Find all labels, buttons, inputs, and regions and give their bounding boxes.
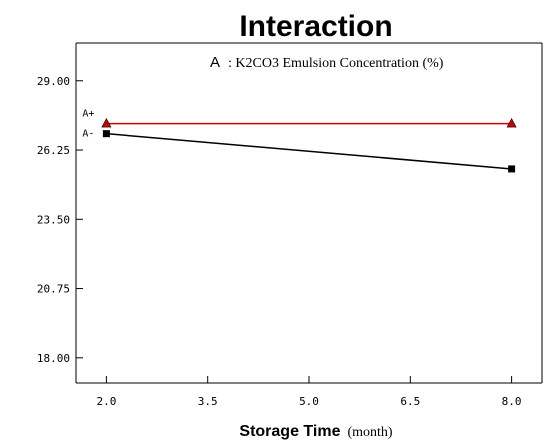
- x-axis-title: Storage Time: [239, 423, 340, 440]
- x-tick-label: 3.5: [198, 395, 218, 408]
- x-axis-ticks: 2.0 3.5 5.0 6.5 8.0: [96, 376, 522, 408]
- y-tick-label: 20.75: [37, 283, 70, 296]
- x-tick-label: 5.0: [299, 395, 319, 408]
- x-axis-unit: (month): [347, 425, 392, 440]
- data-point-A+: [506, 117, 517, 128]
- series-label-A+: A+: [82, 109, 94, 120]
- x-tick-label: 2.0: [96, 395, 116, 408]
- y-tick-label: 29.00: [37, 75, 70, 88]
- y-axis-ticks: 18.00 20.75 23.50 26.25 29.00: [37, 75, 83, 365]
- series-layer: A+ A-: [82, 109, 517, 173]
- legend-factor-text: : K2CO3 Emulsion Concentration (%): [228, 56, 444, 71]
- data-point-A-: [508, 165, 516, 173]
- x-axis-label: Storage Time (month): [239, 423, 393, 440]
- plot-area: [75, 42, 543, 384]
- x-tick-label: 6.5: [400, 395, 420, 408]
- series-line-A-: [106, 132, 512, 170]
- data-point-A-: [102, 130, 110, 138]
- svg-text:A : K2CO3 Emulsion Conce: A : K2CO3 Emulsion Concentration (%): [210, 54, 444, 71]
- legend-factor-letter: A: [210, 54, 220, 71]
- x-tick-label: 8.0: [502, 395, 522, 408]
- chart-title: Interaction: [239, 10, 392, 43]
- y-tick-label: 18.00: [37, 352, 70, 365]
- y-tick-label: 26.25: [37, 144, 70, 157]
- legend: A : K2CO3 Emulsion Concentration (%): [210, 54, 444, 71]
- y-tick-label: 23.50: [37, 213, 70, 226]
- series-label-A-: A-: [82, 129, 94, 140]
- data-point-A+: [101, 117, 112, 128]
